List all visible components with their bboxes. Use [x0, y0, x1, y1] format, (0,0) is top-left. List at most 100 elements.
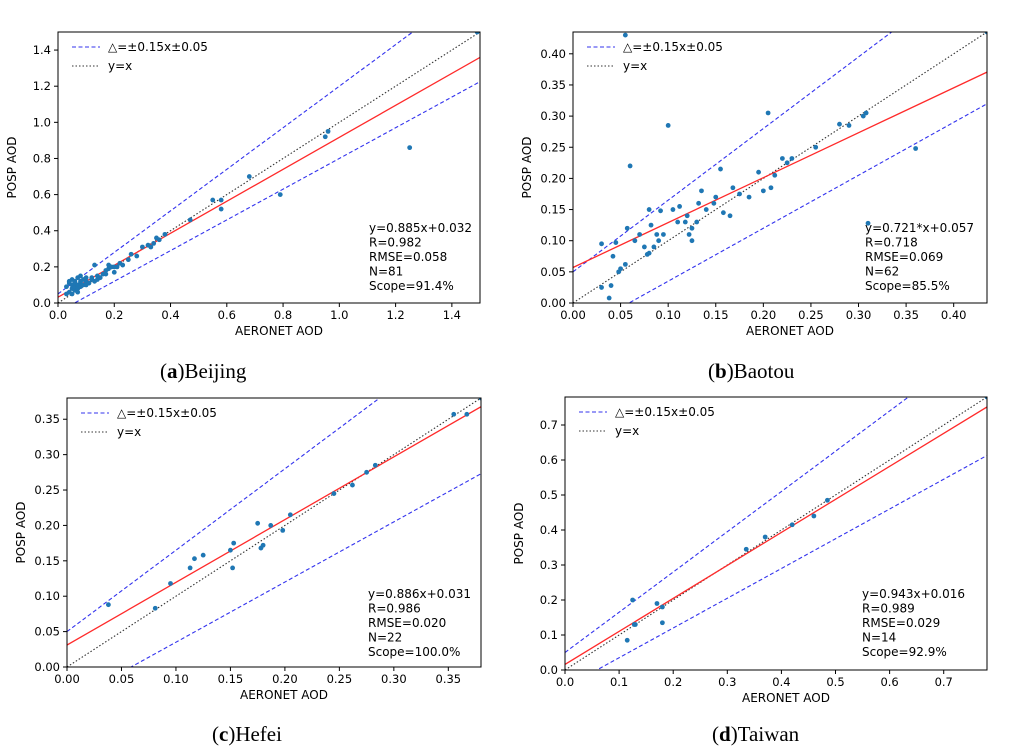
data-point: [686, 232, 692, 237]
stats-annotation: R=0.989: [862, 602, 915, 616]
y-tick-label: 0.2: [33, 260, 51, 274]
data-point: [260, 542, 266, 548]
data-point: [608, 283, 614, 288]
data-point: [228, 547, 233, 553]
x-tick-label: 0.00: [560, 308, 586, 322]
y-axis-label: POSP AOD: [512, 502, 526, 564]
data-point: [703, 207, 709, 212]
y-tick-label: 0.10: [540, 234, 566, 248]
x-tick-label: 0.30: [381, 672, 407, 686]
data-point: [372, 462, 378, 468]
data-point: [618, 266, 623, 272]
x-tick-label: 0.10: [163, 672, 189, 686]
data-point: [277, 192, 283, 198]
x-tick-label: 0.8: [274, 308, 292, 322]
stats-annotation: y=0.721*x+0.057: [865, 221, 974, 235]
data-point: [863, 110, 869, 116]
stats-annotation: N=81: [369, 265, 403, 279]
envelope-upper-line: [67, 398, 381, 633]
data-point: [230, 565, 236, 571]
stats-annotation: Scope=85.5%: [865, 279, 950, 293]
data-point: [613, 240, 619, 245]
stats-annotation: RMSE=0.069: [865, 250, 943, 264]
data-point: [168, 581, 173, 586]
regression-line: [565, 406, 987, 665]
data-point: [83, 275, 89, 281]
data-point: [675, 219, 681, 225]
data-point: [464, 411, 470, 417]
data-point: [64, 284, 69, 290]
data-point: [111, 269, 117, 275]
data-point: [364, 469, 370, 475]
x-tick-label: 0.10: [655, 308, 681, 322]
data-point: [646, 250, 652, 256]
x-tick-label: 0.30: [846, 308, 872, 322]
data-point: [187, 217, 193, 223]
data-point: [784, 160, 790, 166]
data-point: [187, 565, 193, 571]
data-point: [200, 552, 206, 558]
stats-annotation: y=0.886x+0.031: [368, 587, 471, 601]
data-point: [632, 238, 638, 244]
data-point: [743, 546, 749, 552]
data-point: [637, 232, 643, 237]
data-point: [659, 604, 665, 610]
legend: △=±0.15x±0.05 y=x: [579, 405, 715, 438]
data-point: [689, 238, 695, 244]
y-tick-label: 1.4: [33, 43, 51, 57]
y-tick-label: 0.1: [540, 628, 558, 642]
x-tick-label: 0.3: [718, 675, 736, 689]
x-axis-label: AERONET AOD: [742, 691, 830, 705]
y-tick-label: 0.00: [34, 660, 60, 674]
y-tick-label: 0.25: [34, 483, 60, 497]
y-tick-label: 0.30: [540, 109, 566, 123]
stats-annotation: N=14: [862, 631, 896, 645]
stats-annotation: RMSE=0.029: [862, 616, 940, 630]
data-point: [97, 275, 103, 281]
stats-annotation: y=0.943x+0.016: [862, 587, 965, 601]
data-point: [865, 220, 871, 226]
axes-frame: [66, 397, 482, 668]
plot-area: [58, 32, 480, 303]
stats-annotation: N=62: [865, 265, 899, 279]
data-point: [268, 523, 274, 528]
chart-panel-hefei: 0.000.00 0.05 0.05 0.10 0.10 0.15 0.15 0.20 0.20…: [14, 397, 482, 746]
y-tick-label: 0.8: [33, 151, 51, 165]
data-point: [630, 597, 636, 603]
y-tick-label: 0.00: [540, 296, 566, 310]
data-point: [152, 605, 158, 611]
data-point: [656, 238, 662, 244]
y-tick-label: 0.2: [540, 593, 558, 607]
data-point: [125, 257, 131, 263]
data-point: [325, 128, 331, 134]
data-point: [114, 264, 120, 270]
stats-annotation: N=22: [368, 631, 402, 645]
x-tick-label: 0.4: [772, 675, 790, 689]
data-point: [756, 169, 761, 175]
data-point: [760, 188, 766, 194]
data-point: [599, 285, 604, 290]
x-tick-label: 0.40: [941, 308, 967, 322]
data-point: [280, 527, 286, 533]
axes-frame: [572, 31, 988, 304]
regression-line: [67, 406, 481, 646]
data-point: [682, 219, 688, 225]
data-point: [72, 278, 78, 284]
data-point: [599, 241, 604, 247]
x-tick-label: 0.15: [703, 308, 729, 322]
data-point: [103, 271, 109, 277]
data-point: [606, 295, 612, 301]
legend-identity-label: y=x: [117, 425, 141, 439]
data-point: [984, 397, 987, 400]
x-tick-label: 0.5: [826, 675, 844, 689]
x-tick-label: 0.2: [105, 308, 123, 322]
x-tick-label: 0.0: [556, 675, 574, 689]
y-tick-label: 0.35: [540, 78, 566, 92]
data-point: [772, 172, 778, 178]
data-point: [120, 262, 126, 268]
axes-frame: [57, 31, 481, 304]
legend-identity-label: y=x: [623, 59, 647, 73]
data-point: [231, 540, 237, 546]
envelope-upper-line: [573, 32, 893, 273]
